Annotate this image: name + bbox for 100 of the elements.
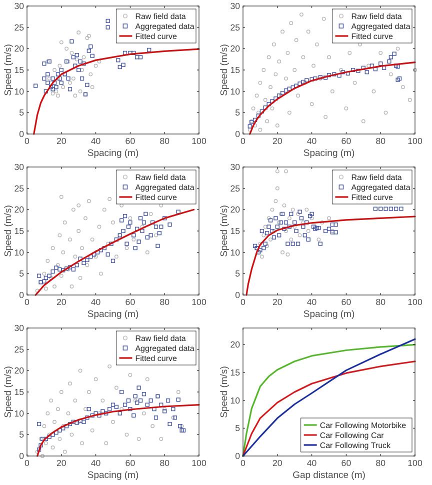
point [145, 377, 150, 382]
y-tick-label: 10 [14, 86, 24, 96]
point [109, 242, 114, 246]
point [58, 267, 62, 272]
y-axis-title: Speed (m/s) [3, 366, 14, 418]
point [384, 206, 388, 211]
point [56, 72, 60, 76]
point [263, 98, 268, 102]
y-tick-label: 10 [14, 408, 24, 418]
point [408, 98, 412, 102]
point [71, 55, 76, 60]
point [266, 55, 271, 60]
point [94, 64, 98, 68]
point [52, 420, 56, 424]
x-tick-label: 20 [56, 136, 66, 146]
legend-label: Aggregated data [135, 344, 195, 353]
point [313, 76, 318, 81]
legend-label: Fitted curve [135, 354, 178, 363]
x-axis-title: Spacing (m) [87, 309, 139, 320]
point [56, 263, 60, 268]
point [322, 16, 326, 21]
point [133, 246, 138, 250]
point [46, 258, 50, 263]
x-tick-label: 40 [90, 297, 101, 307]
point [90, 238, 94, 242]
point [180, 428, 184, 432]
point [102, 208, 106, 212]
point [50, 92, 55, 96]
point [258, 80, 262, 85]
point [52, 80, 57, 85]
point [52, 284, 56, 288]
point [306, 229, 310, 233]
point [47, 76, 52, 80]
point [397, 76, 402, 81]
point [70, 39, 74, 44]
point [176, 398, 180, 402]
point [122, 50, 128, 55]
point [136, 436, 141, 441]
point [157, 231, 162, 236]
point [88, 44, 93, 49]
point [80, 68, 84, 72]
y-tick-label: 0 [19, 451, 24, 461]
point [59, 68, 64, 72]
point [156, 244, 160, 248]
x-tick-label: 80 [376, 458, 386, 468]
point [147, 48, 152, 52]
point [54, 85, 58, 90]
point [128, 372, 132, 377]
point [70, 50, 74, 55]
point [50, 76, 55, 81]
point [401, 85, 405, 90]
point [121, 228, 126, 234]
y-tick-label: 15 [230, 368, 240, 378]
point [124, 242, 129, 246]
point [114, 237, 118, 242]
point [62, 220, 67, 224]
point [59, 40, 64, 44]
point [78, 276, 82, 280]
point [154, 233, 158, 238]
point [71, 208, 76, 212]
x-tick-label: 40 [306, 458, 317, 468]
point [138, 55, 143, 60]
point [306, 237, 310, 242]
point [58, 64, 62, 68]
point [70, 284, 74, 288]
point [44, 286, 48, 291]
point [108, 364, 112, 368]
point [263, 224, 268, 229]
y-tick-label: 10 [230, 247, 240, 258]
point [124, 246, 129, 250]
y-tick-label: 15 [230, 65, 240, 75]
point [384, 110, 388, 115]
x-tick-label: 40 [306, 136, 317, 146]
point [138, 398, 143, 403]
point [248, 124, 252, 128]
point [76, 68, 81, 72]
y-axis-title: Speed (m/s) [219, 205, 230, 257]
point [248, 128, 252, 132]
x-tick-label: 40 [90, 458, 101, 468]
point [56, 407, 60, 412]
point [330, 89, 334, 94]
point [132, 50, 136, 55]
point [292, 220, 297, 225]
point [128, 216, 132, 220]
point [310, 102, 314, 106]
y-tick-label: 25 [230, 183, 240, 194]
point [132, 238, 136, 242]
point [301, 224, 306, 229]
point [50, 87, 55, 92]
point [118, 411, 122, 416]
y-tick-label: 20 [230, 44, 240, 54]
point [76, 229, 81, 233]
point [287, 224, 292, 229]
x-axis-title: Gap distance (m) [292, 470, 366, 481]
point [82, 260, 86, 266]
point [154, 224, 158, 229]
y-tick-label: 10 [230, 395, 240, 406]
point [256, 114, 261, 118]
point [324, 114, 328, 119]
point [284, 229, 288, 233]
